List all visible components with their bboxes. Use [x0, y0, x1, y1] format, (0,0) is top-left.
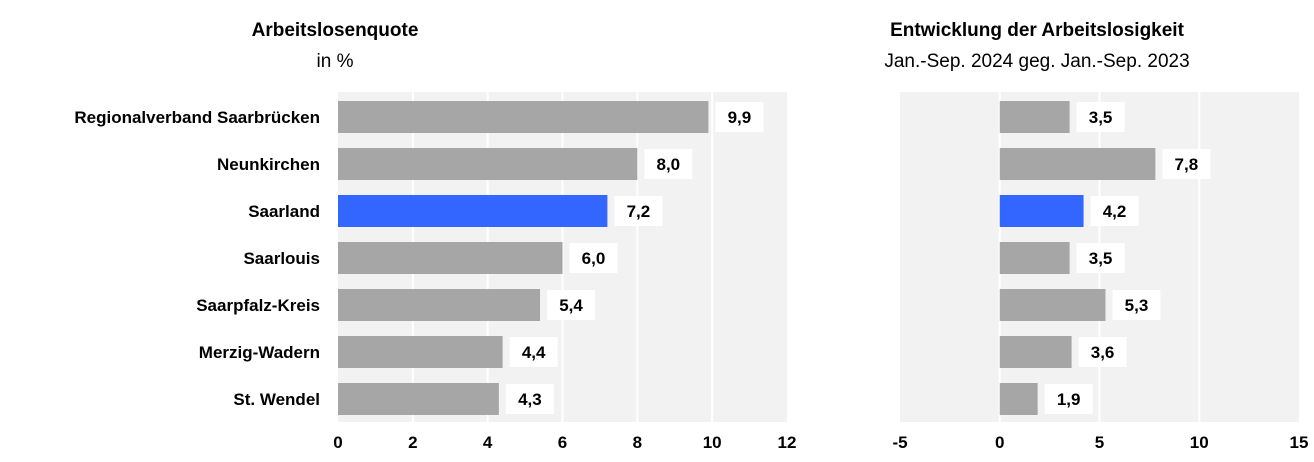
chart-2-title: Entwicklung der Arbeitslosigkeit [890, 20, 1185, 41]
data-label-background [614, 196, 663, 226]
chart-1-x-axis-ticks: 0 2 4 6 8 10 12 [333, 433, 796, 452]
chart-1-subtitle: in % [317, 51, 354, 72]
data-label: 3,5 [1089, 108, 1113, 127]
data-label-background [1076, 102, 1125, 132]
x-tick-label: 10 [1190, 433, 1209, 452]
x-tick-label: 6 [558, 433, 567, 452]
x-tick-label: 0 [995, 433, 1004, 452]
data-label: 4,3 [518, 390, 542, 409]
bar [338, 383, 499, 415]
data-label-background [569, 243, 618, 273]
bar [999, 289, 1106, 321]
category-label: St. Wendel [233, 390, 320, 409]
data-label-background [1076, 243, 1125, 273]
data-label-background [644, 149, 693, 179]
bar [338, 195, 608, 227]
x-tick-label: 15 [1290, 433, 1309, 452]
data-label-background [1044, 384, 1093, 414]
category-label: Saarpfalz-Kreis [196, 296, 320, 315]
chart-1-category-labels: Regionalverband Saarbrücken Neunkirchen Sa… [74, 108, 320, 409]
chart-2-x-axis-ticks: -5 0 5 10 15 [892, 433, 1308, 452]
x-tick-label: 2 [408, 433, 417, 452]
data-label-background [1078, 337, 1127, 367]
chart-1-title: Arbeitslosenquote [252, 20, 419, 41]
bar [999, 148, 1156, 180]
bar [999, 383, 1038, 415]
bar [338, 336, 503, 368]
data-label: 9,9 [728, 108, 752, 127]
bar [338, 148, 638, 180]
data-label-background [715, 102, 764, 132]
category-label: Saarlouis [243, 249, 320, 268]
data-label-background [1112, 290, 1161, 320]
data-label: 7,2 [627, 202, 651, 221]
bar [999, 101, 1070, 133]
data-label: 6,0 [582, 249, 606, 268]
bar [338, 101, 709, 133]
category-label: Saarland [248, 202, 320, 221]
category-label: Regionalverband Saarbrücken [74, 108, 320, 127]
chart-2-bars [999, 101, 1156, 415]
bar [338, 242, 563, 274]
chart-1-bars [338, 101, 709, 415]
x-tick-label: 10 [703, 433, 722, 452]
data-label-background [547, 290, 596, 320]
data-label-background [509, 337, 558, 367]
chart-2-subtitle: Jan.-Sep. 2024 geg. Jan.-Sep. 2023 [884, 51, 1189, 72]
data-label-background [505, 384, 554, 414]
bar [999, 195, 1084, 227]
data-label: 4,2 [1103, 202, 1127, 221]
x-tick-label: 8 [633, 433, 642, 452]
data-label: 3,5 [1089, 249, 1113, 268]
bar [999, 336, 1072, 368]
data-label: 5,4 [559, 296, 583, 315]
x-tick-label: 0 [333, 433, 342, 452]
bar [338, 289, 541, 321]
x-tick-label: 12 [778, 433, 797, 452]
chart-1-value-labels: 9,9 8,0 7,2 6,0 5,4 4,4 4,3 [505, 102, 764, 414]
data-label: 5,3 [1125, 296, 1149, 315]
chart-unemployment-change: Entwicklung der Arbeitslosigkeit Jan.-Se… [884, 20, 1308, 452]
category-label: Neunkirchen [217, 155, 320, 174]
x-tick-label: 4 [483, 433, 493, 452]
data-label-background [1162, 149, 1211, 179]
chart-2-value-labels: 3,5 7,8 4,2 3,5 5,3 3,6 1,9 [1044, 102, 1211, 414]
chart-unemployment-rate: Arbeitslosenquote in % Regionalverband S… [74, 20, 796, 452]
bar [999, 242, 1070, 274]
x-tick-label: -5 [892, 433, 907, 452]
data-label-background [1090, 196, 1139, 226]
data-label: 4,4 [522, 343, 546, 362]
data-label: 7,8 [1175, 155, 1199, 174]
x-tick-label: 5 [1095, 433, 1104, 452]
data-label: 3,6 [1091, 343, 1115, 362]
data-label: 8,0 [657, 155, 681, 174]
data-label: 1,9 [1057, 390, 1081, 409]
category-label: Merzig-Wadern [199, 343, 320, 362]
